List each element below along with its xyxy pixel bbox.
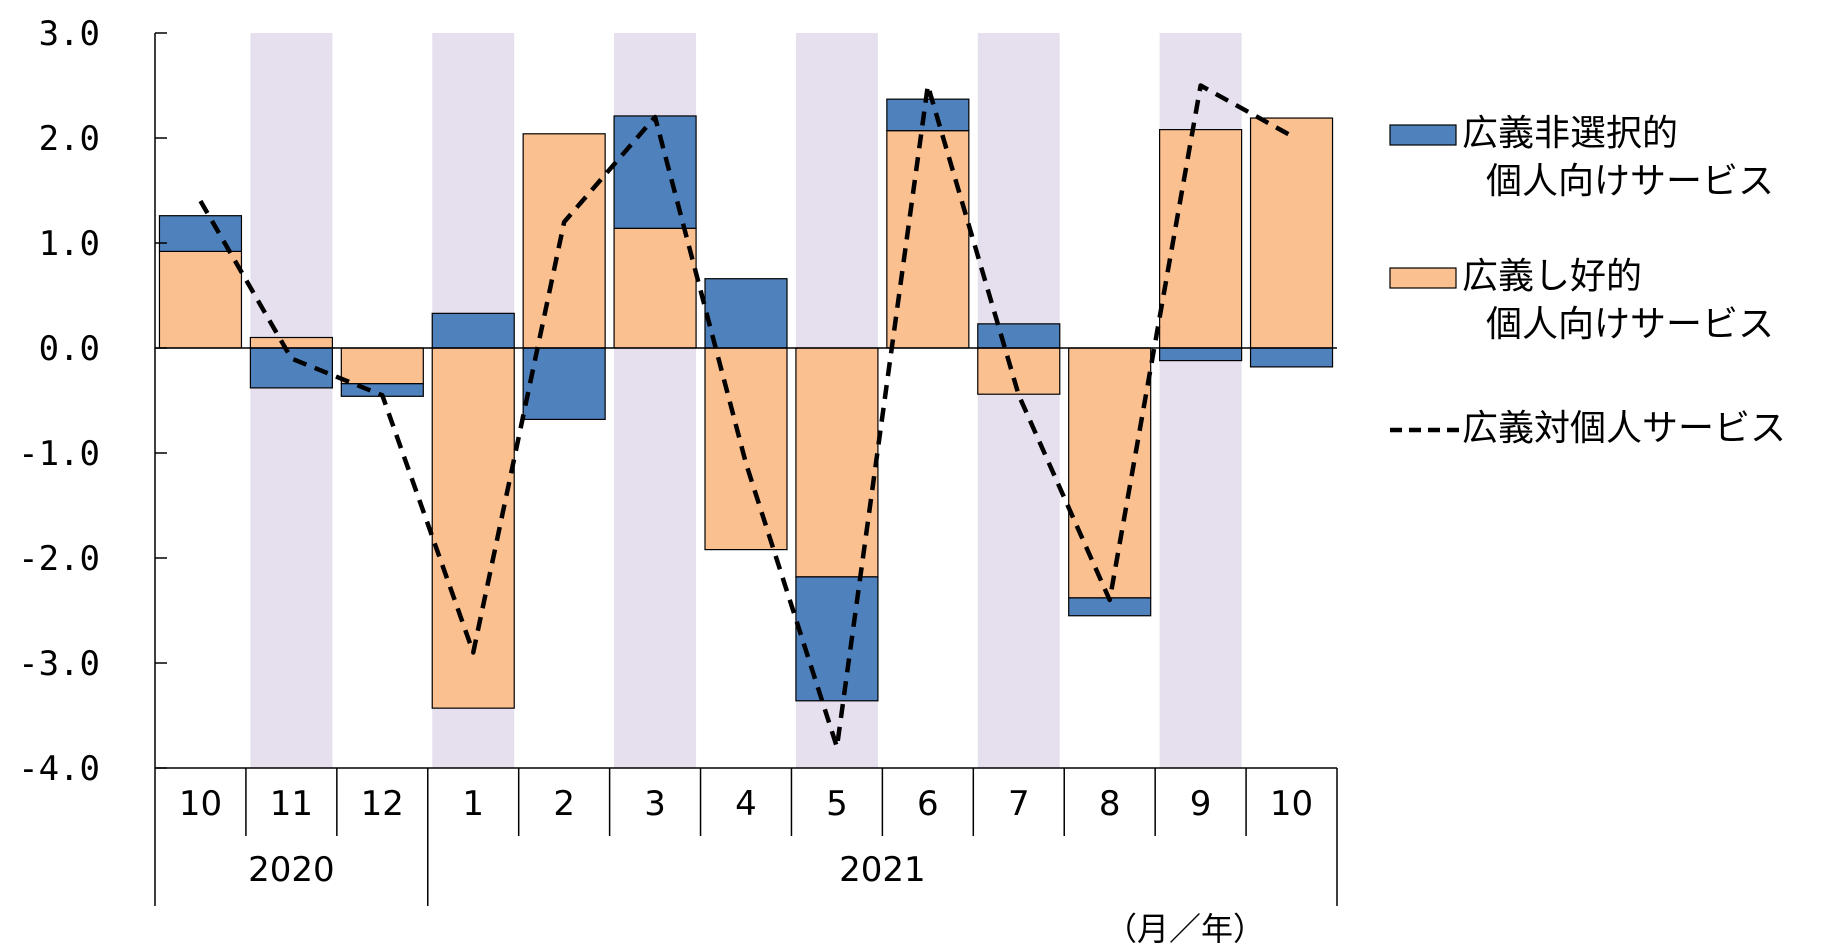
y-tick-label: -4.0 xyxy=(18,749,100,789)
bar-discretionary-4 xyxy=(522,133,606,349)
legend-label: 広義非選択的 xyxy=(1462,113,1678,154)
x-tick-month: 10 xyxy=(1270,784,1313,824)
legend-label: 広義対個人サービス xyxy=(1462,408,1786,449)
y-tick-label: -1.0 xyxy=(18,434,100,474)
y-tick-label: 3.0 xyxy=(39,14,100,54)
x-tick-month: 8 xyxy=(1099,784,1121,824)
legend-label: 広義し好的 xyxy=(1462,256,1642,297)
x-tick-month: 5 xyxy=(826,784,848,824)
y-tick-label: -3.0 xyxy=(18,644,100,684)
legend-swatch xyxy=(1389,267,1457,289)
bar-discretionary-6 xyxy=(704,347,788,551)
shaded-band-1 xyxy=(250,33,333,768)
x-unit-label: （月／年） xyxy=(1105,910,1265,947)
bars xyxy=(158,98,1334,709)
shaded-month-bands xyxy=(250,33,1242,768)
x-tick-month: 7 xyxy=(1008,784,1030,824)
x-tick-month: 10 xyxy=(179,784,222,824)
y-tick-label: 0.0 xyxy=(39,329,100,369)
legend-swatch xyxy=(1389,124,1457,146)
x-tick-month: 2 xyxy=(553,784,575,824)
bar-discretionary-10 xyxy=(1068,347,1152,599)
x-tick-month: 9 xyxy=(1190,784,1212,824)
x-tick-month: 12 xyxy=(361,784,404,824)
y-tick-labels: 3.0 2.0 1.0 0.0 -1.0 -2.0 -3.0 -4.0 xyxy=(18,14,100,789)
bar-nonselective-8 xyxy=(886,98,970,132)
shaded-band-9 xyxy=(977,33,1060,768)
legend-label: 個人向けサービス xyxy=(1486,161,1774,202)
bar-discretionary-0 xyxy=(158,250,243,349)
bar-discretionary-12 xyxy=(1249,117,1334,349)
x-tick-month: 1 xyxy=(462,784,484,824)
bar-nonselective-12 xyxy=(1249,347,1334,368)
x-tick-month: 6 xyxy=(917,784,939,824)
bar-nonselective-9 xyxy=(977,323,1061,349)
y-tick-label: -2.0 xyxy=(18,539,100,579)
x-tick-month: 4 xyxy=(735,784,757,824)
bar-discretionary-5 xyxy=(613,227,697,349)
bar-discretionary-1 xyxy=(249,336,333,349)
bar-discretionary-7 xyxy=(795,347,879,578)
x-tick-month: 11 xyxy=(270,784,313,824)
total-line xyxy=(198,83,1293,750)
x-tick-year: 2021 xyxy=(839,850,926,890)
bar-nonselective-11 xyxy=(1159,347,1243,362)
bar-discretionary-8 xyxy=(886,130,970,349)
legend-label: 個人向けサービス xyxy=(1486,304,1774,345)
bar-discretionary-2 xyxy=(340,347,424,385)
bar-nonselective-6 xyxy=(704,278,788,349)
y-tick-label: 1.0 xyxy=(39,224,100,264)
bar-nonselective-0 xyxy=(158,215,243,252)
x-tick-month: 3 xyxy=(644,784,666,824)
axes xyxy=(154,32,1338,906)
y-tick-label: 2.0 xyxy=(39,119,100,159)
x-tick-year: 2020 xyxy=(248,850,335,890)
total-line-path xyxy=(198,83,1293,750)
bar-nonselective-3 xyxy=(431,312,515,349)
bar-nonselective-7 xyxy=(795,576,879,702)
bar-nonselective-5 xyxy=(613,115,697,229)
